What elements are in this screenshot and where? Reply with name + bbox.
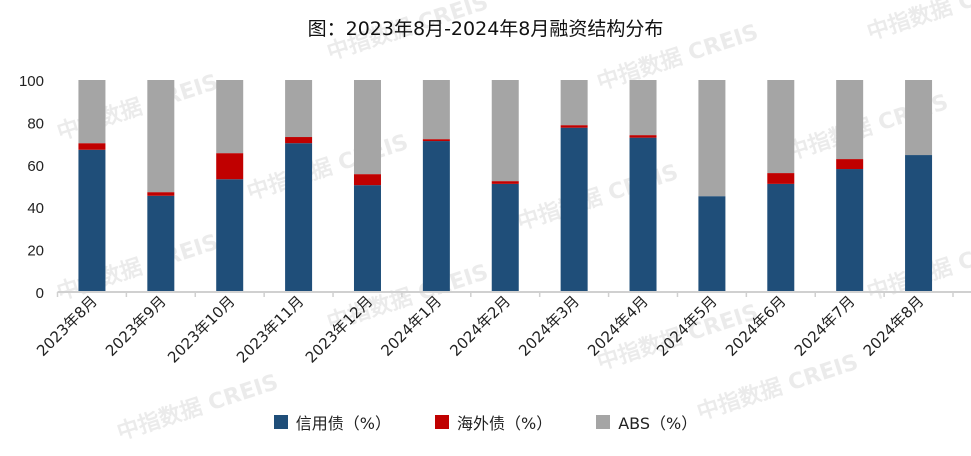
watermark: 中指数据 CREIS — [864, 0, 971, 46]
legend-item-overseas-bond: 海外债（%） — [434, 410, 553, 434]
bar-segment-credit-bond — [560, 127, 588, 292]
legend-swatch — [596, 415, 611, 429]
bar-segment-credit-bond — [836, 169, 864, 292]
bar-segment-abs — [836, 80, 864, 160]
bar-segment-abs — [353, 80, 381, 175]
bar-segment-abs — [147, 80, 175, 193]
legend-label: ABS（%） — [618, 414, 698, 433]
bar-segment-credit-bond — [216, 179, 244, 292]
bar-segment-credit-bond — [147, 195, 175, 292]
bar-segment-credit-bond — [285, 143, 313, 292]
bar-segment-abs — [767, 80, 795, 174]
bar-segment-credit-bond — [78, 149, 106, 292]
bar-segment-credit-bond — [422, 141, 450, 292]
bar-segment-credit-bond — [491, 183, 519, 292]
bar-segment-credit-bond — [698, 196, 726, 292]
bar-segment-abs — [560, 80, 588, 126]
legend-swatch — [434, 415, 449, 429]
bar-segment-abs — [491, 80, 519, 182]
bar-segment-overseas-bond — [422, 139, 450, 142]
bar-segment-abs — [78, 80, 106, 144]
watermark: 中指数据 CREIS — [594, 19, 762, 96]
bar-segment-abs — [285, 80, 313, 138]
bar-segment-overseas-bond — [147, 192, 175, 196]
x-tick-label: 2023年12月 — [302, 292, 376, 366]
watermark: 中指数据 CREIS — [114, 369, 282, 446]
bar-segment-overseas-bond — [767, 173, 795, 184]
bar-segment-abs — [629, 80, 657, 136]
x-tick-label: 2024年2月 — [446, 292, 514, 360]
legend-label: 信用债（%） — [295, 414, 391, 433]
watermark: 中指数据 CREIS — [244, 129, 412, 206]
x-tick-label: 2024年7月 — [791, 292, 859, 360]
bar-segment-credit-bond — [629, 137, 657, 292]
y-tick-label: 100 — [19, 73, 44, 90]
bar-segment-overseas-bond — [836, 159, 864, 170]
bar-segment-overseas-bond — [78, 143, 106, 150]
bar-segment-overseas-bond — [560, 125, 588, 128]
bar-segment-abs — [698, 80, 726, 197]
bar-segment-credit-bond — [905, 155, 933, 292]
bar-segment-abs — [216, 80, 244, 154]
bar-segment-abs — [905, 80, 933, 156]
legend: 信用债（%） 海外债（%） ABS（%） — [0, 410, 971, 434]
y-tick-label: 40 — [27, 200, 44, 217]
legend-swatch — [273, 415, 288, 429]
bar-segment-overseas-bond — [629, 135, 657, 138]
bar-segment-credit-bond — [767, 183, 795, 292]
bar-segment-overseas-bond — [285, 137, 313, 144]
y-tick-label: 20 — [27, 243, 44, 260]
y-tick-label: 60 — [27, 158, 44, 175]
y-tick-label: 80 — [27, 115, 44, 132]
legend-label: 海外债（%） — [456, 414, 553, 433]
x-tick-label: 2024年3月 — [515, 292, 583, 360]
bar-segment-abs — [422, 80, 450, 140]
watermark: 中指数据 CREIS — [324, 0, 492, 66]
bar-segment-credit-bond — [353, 185, 381, 292]
y-tick-label: 0 — [36, 285, 44, 302]
x-tick-label: 2023年9月 — [102, 292, 170, 360]
x-tick-label: 2023年11月 — [233, 292, 307, 366]
bar-segment-overseas-bond — [353, 174, 381, 186]
x-tick-label: 2023年10月 — [164, 292, 238, 366]
bar-segment-overseas-bond — [491, 181, 519, 184]
bar-segment-overseas-bond — [216, 153, 244, 180]
legend-item-abs: ABS（%） — [596, 410, 697, 434]
chart-title: 图：2023年8月-2024年8月融资结构分布 — [307, 18, 664, 40]
legend-item-credit-bond: 信用债（%） — [273, 410, 391, 434]
